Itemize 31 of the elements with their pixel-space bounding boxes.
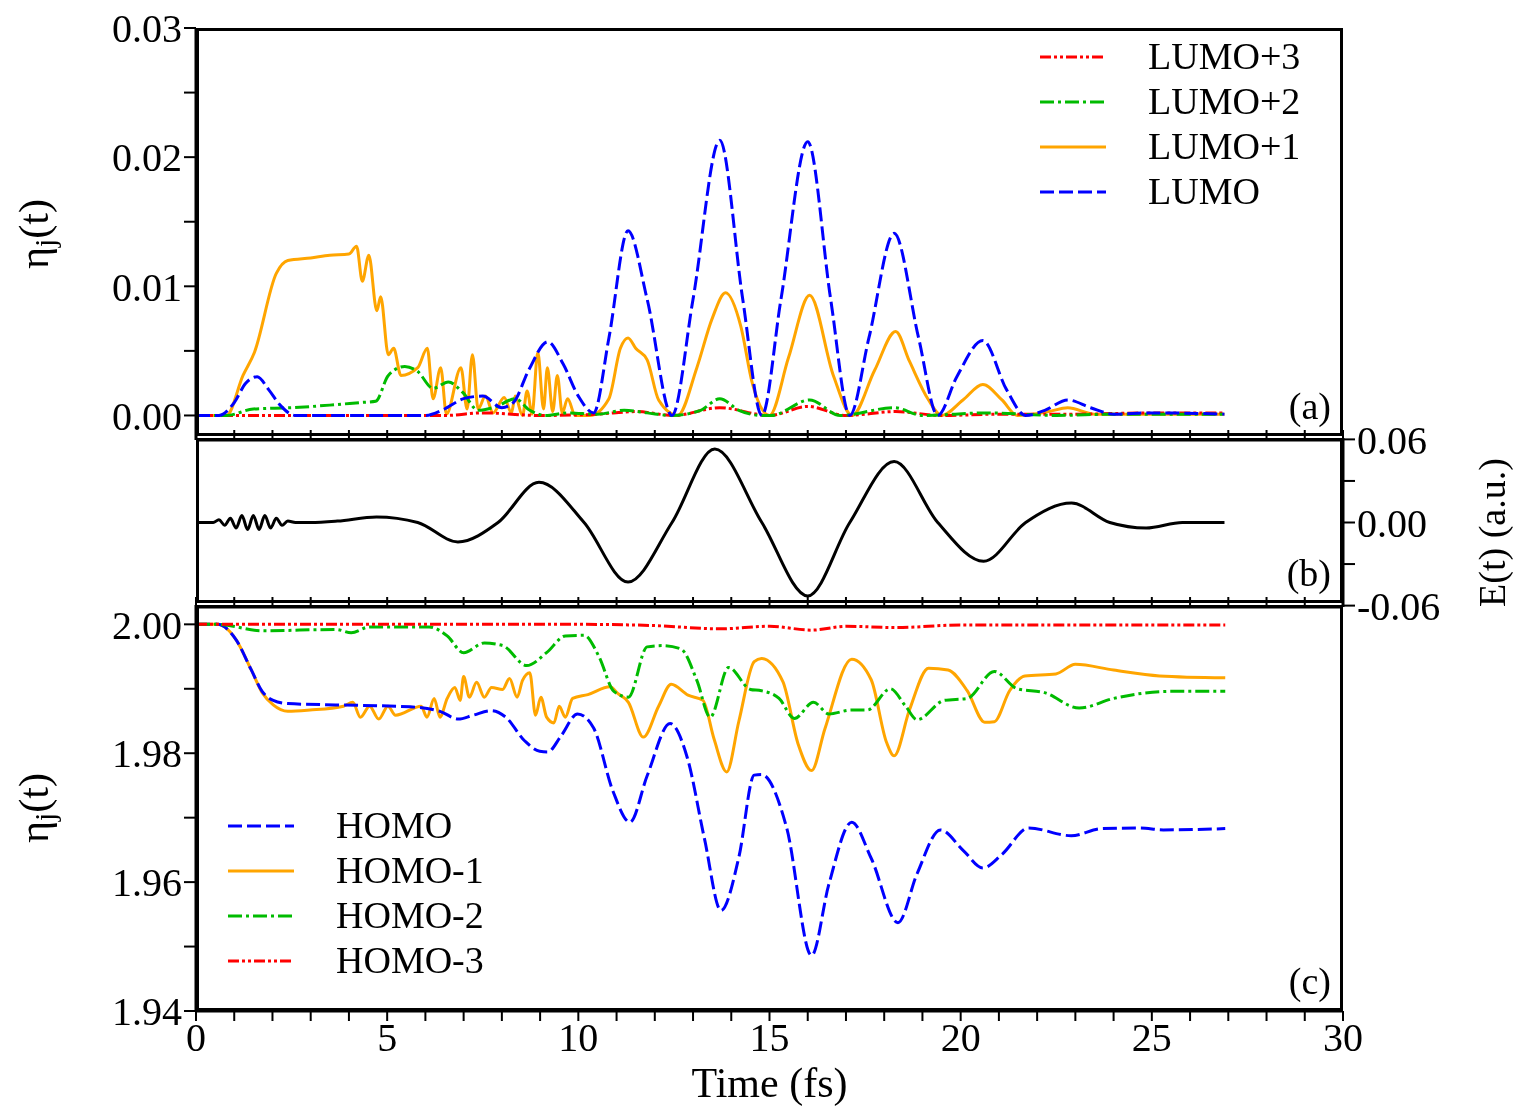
legend-label: HOMO-3 — [336, 938, 484, 983]
y-tick-label: 1.98 — [112, 731, 182, 777]
annotation: (b) — [1286, 551, 1331, 595]
annotation: (a) — [1288, 384, 1331, 428]
legend-label: HOMO-1 — [336, 848, 484, 893]
x-tick-label: 10 — [558, 1015, 599, 1061]
x-tick-label: 25 — [1131, 1015, 1172, 1061]
y2-tick-label: 0.00 — [1357, 500, 1427, 546]
legend-label: LUMO+1 — [1148, 124, 1301, 169]
legend-label: LUMO+2 — [1148, 79, 1301, 124]
legend-label: LUMO+3 — [1148, 34, 1301, 79]
x-tick-label: 20 — [940, 1015, 981, 1061]
x-tick-label: 0 — [186, 1015, 206, 1061]
y-tick-label: 0.02 — [112, 135, 182, 181]
x-tick-label: 30 — [1323, 1015, 1363, 1061]
x-tick-label: 15 — [749, 1015, 790, 1061]
legend-label: HOMO-2 — [336, 893, 484, 938]
annotation: (c) — [1288, 959, 1331, 1003]
y2-axis-title: E(t) (a.u.) — [1471, 458, 1514, 607]
y-tick-label: 0.01 — [112, 264, 182, 310]
x-tick-label: 5 — [377, 1015, 398, 1061]
y2-tick-label: -0.06 — [1357, 583, 1441, 629]
y-tick-label: 1.94 — [112, 989, 182, 1035]
legend-label: HOMO — [336, 803, 453, 848]
y-tick-label: 0.03 — [112, 6, 182, 52]
y-tick-label: 1.96 — [112, 860, 182, 906]
x-axis-title: Time (fs) — [691, 1060, 848, 1107]
y-tick-label: 2.00 — [112, 602, 182, 648]
legend-label: LUMO — [1148, 169, 1260, 214]
y2-tick-label: 0.06 — [1357, 417, 1427, 463]
y-tick-label: 0.00 — [112, 393, 182, 439]
